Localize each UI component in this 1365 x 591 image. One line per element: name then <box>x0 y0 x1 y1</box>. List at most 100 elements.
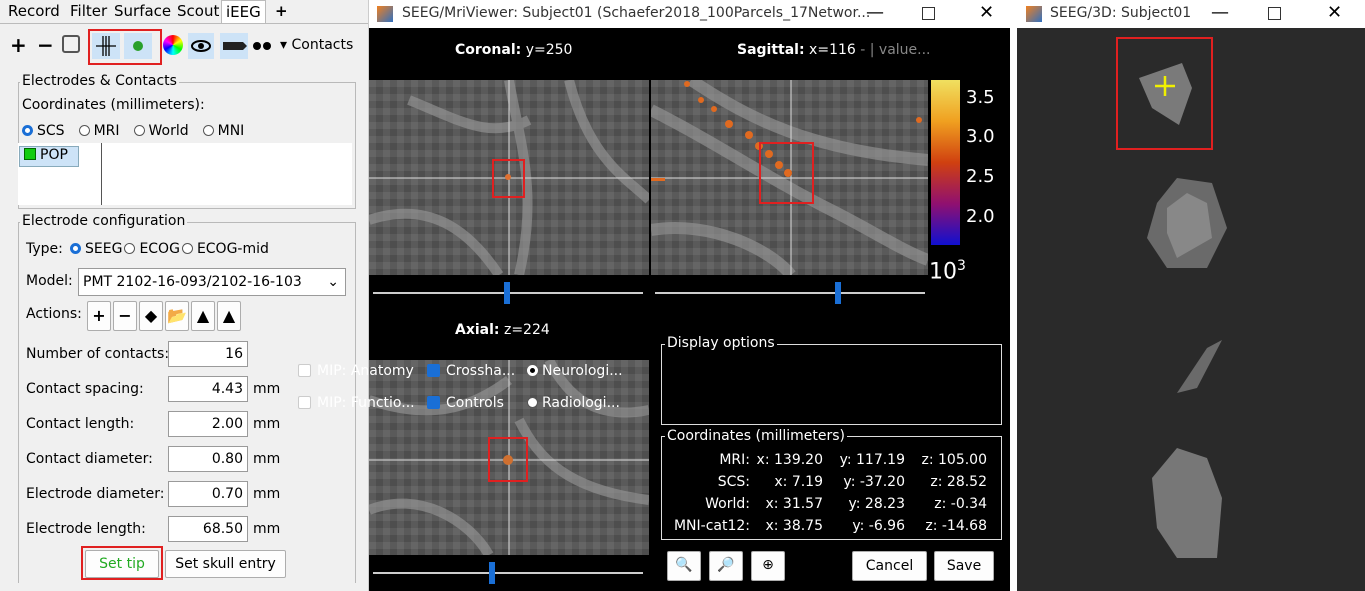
zoom-in[interactable]: 🔎 <box>709 551 743 581</box>
coord-x: x: 7.19 <box>774 474 823 490</box>
field-label: Electrode length: <box>26 521 146 537</box>
close[interactable]: ✕ <box>1327 2 1343 23</box>
radio-label: SCS <box>37 123 65 139</box>
display-option[interactable]: MIP: Anatomy <box>298 363 414 379</box>
field-label: Electrode diameter: <box>26 486 165 502</box>
action-button[interactable]: ▲ <box>191 301 215 331</box>
app-icon <box>1026 6 1042 22</box>
checkbox <box>427 364 440 377</box>
remove-icon[interactable]: − <box>37 33 54 57</box>
field-label: Contact spacing: <box>26 381 144 397</box>
field-input[interactable]: 0.80 <box>168 446 248 472</box>
tab[interactable]: iEEG <box>221 0 266 23</box>
field-input[interactable]: 16 <box>168 341 248 367</box>
view-label: Sagittal: <box>737 42 805 58</box>
maximize[interactable] <box>922 7 935 20</box>
contact-tool[interactable] <box>124 33 152 59</box>
save-button[interactable]: Save <box>934 551 994 581</box>
3d-scene <box>1116 37 1227 558</box>
view-value: z=224 <box>503 322 550 338</box>
reset-view[interactable]: ⊕ <box>751 551 785 581</box>
display-tool[interactable] <box>220 33 248 59</box>
radio-label: World <box>148 123 189 139</box>
radio <box>527 397 538 408</box>
zoom-out[interactable]: 🔍 <box>667 551 701 581</box>
tab[interactable]: Scout <box>177 2 220 20</box>
radio <box>124 243 136 254</box>
radio-option[interactable]: SEEG <box>70 241 122 257</box>
colorbar-tick: 2.0 <box>966 206 995 227</box>
display-option[interactable]: Crossha... <box>427 363 515 379</box>
set-skull-entry-button[interactable]: Set skull entry <box>165 550 286 578</box>
field-input[interactable]: 2.00 <box>168 411 248 437</box>
display-option[interactable]: MIP: Functio... <box>298 395 415 411</box>
action-button[interactable]: ◆ <box>139 301 163 331</box>
option-label: Radiologi... <box>542 395 620 411</box>
view-icon[interactable] <box>188 33 214 59</box>
minimize[interactable]: — <box>866 2 884 23</box>
slider[interactable] <box>373 562 643 584</box>
colorbar-tick: 3.5 <box>966 87 995 108</box>
add-icon[interactable]: + <box>10 33 27 57</box>
coord-y: y: 117.19 <box>839 452 905 468</box>
tab[interactable]: Record <box>8 2 60 20</box>
display-option[interactable]: Controls <box>427 395 504 411</box>
action-button[interactable]: 📂 <box>165 301 189 331</box>
model-select[interactable]: PMT 2102-16-093/2102-16-103 ⌄ <box>78 268 346 296</box>
checkbox <box>298 364 311 377</box>
minimize[interactable]: — <box>1211 2 1229 23</box>
radio-option[interactable]: SCS <box>22 123 65 139</box>
slider[interactable] <box>373 282 643 304</box>
slider[interactable] <box>655 282 925 304</box>
tab[interactable]: + <box>275 2 288 20</box>
type-label: Type: <box>26 241 63 257</box>
action-button[interactable]: − <box>113 301 137 331</box>
set-tip-button[interactable]: Set tip <box>85 550 159 578</box>
radio-option[interactable]: MRI <box>78 123 120 139</box>
radio-label: ECOG-mid <box>196 241 269 257</box>
highlight-box <box>81 546 163 580</box>
display-option[interactable]: Radiologi... <box>527 395 620 411</box>
tab[interactable]: Surface <box>114 2 172 20</box>
group-title: Electrode configuration <box>20 213 188 229</box>
action-button[interactable]: ▲ <box>217 301 241 331</box>
model-label: Model: <box>26 273 73 289</box>
coord-z: z: 105.00 <box>921 452 987 468</box>
color-icon[interactable] <box>163 35 183 55</box>
type-options: SEEG ECOG ECOG-mid <box>70 241 271 257</box>
field-input[interactable]: 68.50 <box>168 516 248 542</box>
view-extra: - | value... <box>860 42 931 58</box>
action-button[interactable]: + <box>87 301 111 331</box>
highlight-box <box>88 29 162 65</box>
field-input[interactable]: 0.70 <box>168 481 248 507</box>
cancel-button[interactable]: Cancel <box>852 551 927 581</box>
maximize[interactable] <box>1268 7 1281 20</box>
checkbox <box>298 396 311 409</box>
actions-label: Actions: <box>26 306 82 322</box>
dropdown-label: Contacts <box>291 37 354 53</box>
exponent-base: 10 <box>929 259 957 285</box>
radio-option[interactable]: ECOG-mid <box>181 241 269 257</box>
electrode-icon[interactable] <box>62 35 80 53</box>
close[interactable]: ✕ <box>979 2 995 23</box>
dots-icon[interactable] <box>250 33 274 63</box>
electrode-item[interactable]: POP <box>19 146 79 167</box>
exponent: 3 <box>957 258 966 274</box>
coord-label: MRI: <box>719 452 750 468</box>
radio-option[interactable]: ECOG <box>124 241 180 257</box>
contacts-dropdown[interactable]: ▾ Contacts <box>280 37 354 53</box>
crosshair-tool[interactable] <box>92 33 120 59</box>
radio <box>78 125 90 136</box>
radio-option[interactable]: World <box>133 123 189 139</box>
tab[interactable]: Filter <box>70 2 108 20</box>
field-unit: mm <box>253 451 281 467</box>
colorbar <box>931 80 960 245</box>
view-label: Coronal: <box>455 42 522 58</box>
radio-option[interactable]: MNI <box>202 123 244 139</box>
field-unit: mm <box>253 416 281 432</box>
display-option[interactable]: Neurologi... <box>527 363 623 379</box>
field-input[interactable]: 4.43 <box>168 376 248 402</box>
option-label: MIP: Functio... <box>317 395 415 411</box>
field-label: Number of contacts: <box>26 346 170 362</box>
